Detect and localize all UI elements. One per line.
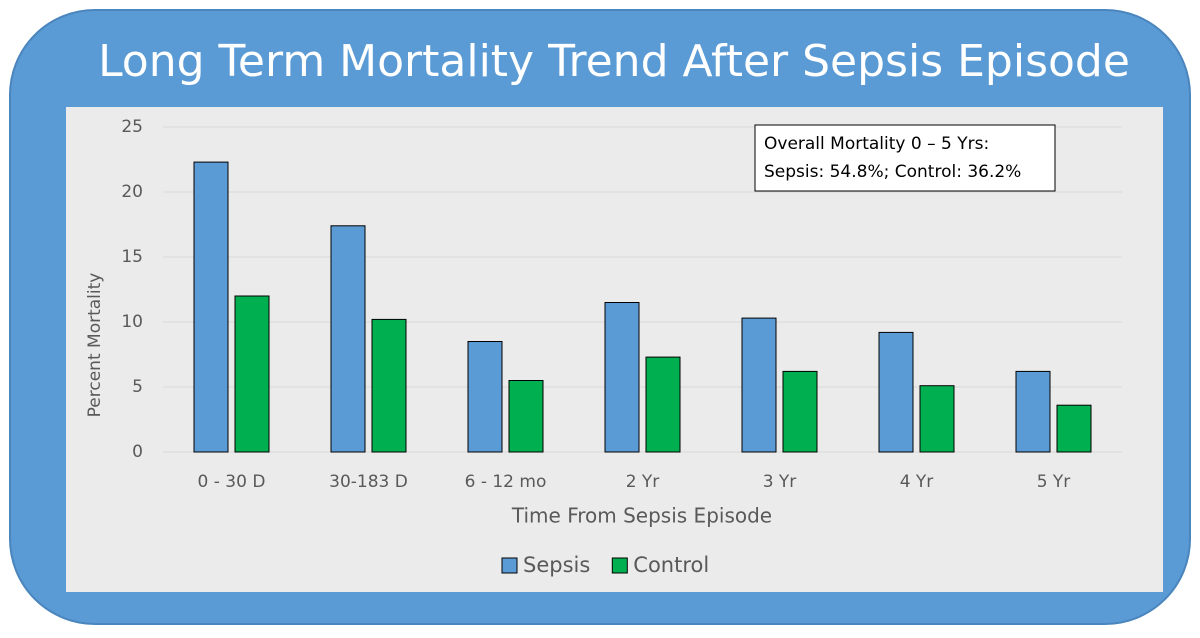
annotation-box [754,124,1056,192]
legend-label: Sepsis [523,553,590,577]
x-tick-label: 30-183 D [329,472,408,492]
bar [467,341,503,453]
y-tick-label: 25 [121,117,143,137]
legend-swatch [501,557,518,574]
y-tick-label: 0 [132,442,143,462]
bar [919,385,955,453]
legend-label: Control [633,553,709,577]
bar [1056,404,1092,453]
y-tick-label: 5 [132,377,143,397]
bar [234,295,270,453]
legend-swatch [611,557,628,574]
y-tick-label: 15 [121,247,143,267]
bar [741,317,777,453]
bar [604,302,640,453]
bar [330,225,366,453]
bar [193,161,229,453]
bar [1015,370,1051,453]
x-tick-label: 5 Yr [1037,472,1071,492]
y-axis-label: Percent Mortality [85,273,105,418]
chart-title: Long Term Mortality Trend After Sepsis E… [98,36,1130,87]
x-tick-label: 3 Yr [763,472,797,492]
x-tick-label: 2 Yr [626,472,660,492]
bar [508,380,544,453]
x-tick-label: 6 - 12 mo [465,472,547,492]
x-axis-label: Time From Sepsis Episode [511,504,772,528]
bar [782,370,818,453]
annotation: Overall Mortality 0 – 5 Yrs: [764,134,989,154]
bar [878,331,914,453]
y-tick-label: 10 [121,312,143,332]
x-tick-label: 0 - 30 D [198,472,266,492]
x-tick-label: 4 Yr [900,472,934,492]
bar [645,356,681,453]
annotation: Sepsis: 54.8%; Control: 36.2% [764,162,1021,182]
y-tick-label: 20 [121,182,143,202]
bar [371,318,407,453]
